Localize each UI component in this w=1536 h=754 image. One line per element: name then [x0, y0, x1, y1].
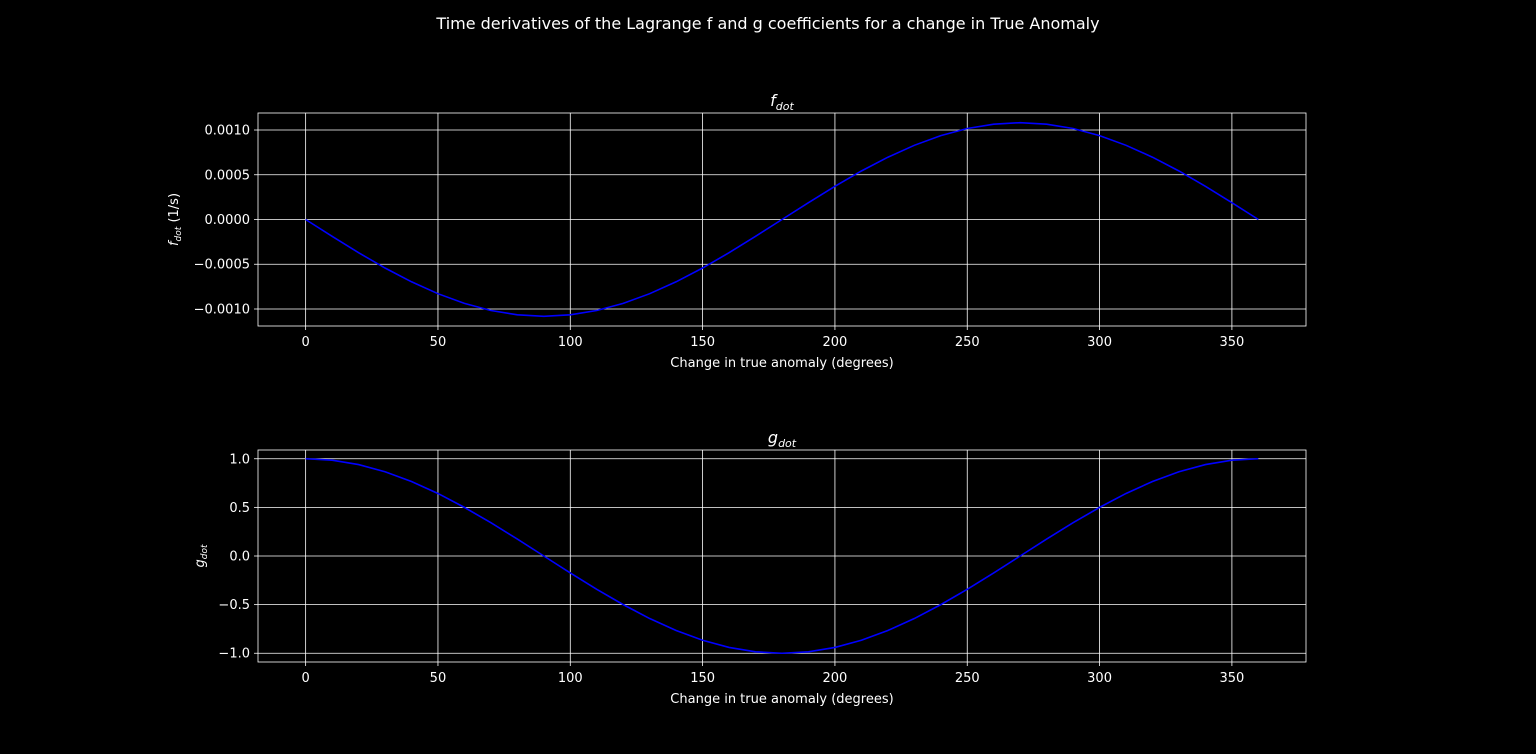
fdot-xtick-label: 0 [301, 335, 309, 350]
fdot-yaxis-label: fdot (1/s) [167, 193, 184, 246]
fdot-xaxis-label: Change in true anomaly (degrees) [670, 356, 893, 371]
fdot-series-line [305, 121, 1259, 318]
gdot-xtick-label: 200 [823, 671, 848, 686]
fdot-subplot: 0 50 100 150 200 250 300 350 −0.0010 −0.0005 0.000… [167, 91, 1307, 371]
fdot-ytick-label: −0.0010 [194, 302, 250, 317]
fdot-xtick-label: 300 [1087, 335, 1112, 350]
gdot-xaxis-label: Change in true anomaly (degrees) [670, 692, 893, 707]
gdot-ytick-label: 1.0 [229, 452, 250, 467]
fdot-ytick-label: 0.0005 [205, 168, 251, 183]
gdot-xtick-label: 350 [1219, 671, 1244, 686]
gdot-series-line [305, 457, 1259, 655]
gdot-subplot: 0 50 100 150 200 250 300 350 −1.0 −0.5 0.0 0.5 1.0 gd… [193, 428, 1307, 707]
gdot-xtick-label: 150 [690, 671, 715, 686]
gdot-subplot-title: gdot [768, 428, 797, 450]
gdot-ytick-label: −0.5 [218, 598, 250, 613]
gdot-ytick-label: 0.5 [229, 501, 250, 516]
gdot-xtick-label: 300 [1087, 671, 1112, 686]
fdot-xtick-label: 200 [823, 335, 848, 350]
fdot-ytick-label: 0.0000 [205, 213, 251, 228]
gdot-ytick-label: 0.0 [229, 550, 250, 565]
fdot-subplot-title: fdot [770, 91, 794, 113]
gdot-xtick-label: 250 [955, 671, 980, 686]
fdot-xtick-label: 50 [430, 335, 447, 350]
fdot-xtick-label: 350 [1219, 335, 1244, 350]
gdot-xtick-label: 100 [558, 671, 583, 686]
gdot-ytick-label: −1.0 [218, 647, 250, 662]
gdot-yaxis-label: gdot [193, 544, 210, 567]
figure-suptitle: Time derivatives of the Lagrange f and g… [435, 14, 1099, 33]
fdot-xtick-label: 250 [955, 335, 980, 350]
fdot-ytick-label: 0.0010 [205, 124, 251, 139]
fdot-xtick-label: 150 [690, 335, 715, 350]
fdot-xtick-label: 100 [558, 335, 583, 350]
gdot-xtick-label: 0 [301, 671, 309, 686]
gdot-xtick-label: 50 [430, 671, 447, 686]
fdot-ytick-label: −0.0005 [194, 258, 250, 273]
